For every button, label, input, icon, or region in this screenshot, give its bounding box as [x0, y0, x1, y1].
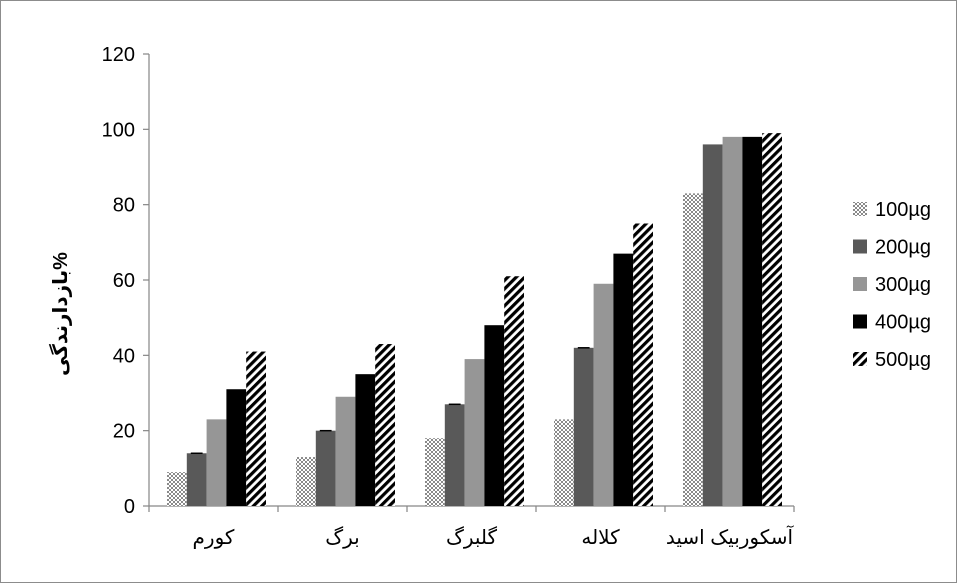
x-category-label: برگ [325, 526, 360, 549]
bar [167, 472, 187, 506]
bar [593, 283, 614, 506]
bar [683, 193, 703, 506]
x-category-label: کلاله [581, 527, 620, 549]
x-category-label: کورم [193, 527, 235, 549]
bar [315, 430, 336, 506]
bar [464, 359, 485, 506]
bar [702, 144, 723, 506]
x-axis-categories: کورم برگ گلبرگ کلاله آسکوربیک اسید [148, 506, 795, 549]
x-category-label: آسکوربیک اسید [666, 524, 795, 549]
bar [375, 344, 395, 506]
y-tick-label: 100 [102, 119, 135, 141]
legend-swatch [853, 202, 867, 216]
bar [246, 351, 266, 506]
legend-swatch [853, 352, 867, 366]
bar [296, 457, 316, 506]
legend-label: 400µg [875, 312, 931, 334]
bar [504, 276, 524, 506]
y-axis-label: %بازدارندگی [48, 252, 72, 376]
legend-label: 500µg [875, 349, 931, 371]
bar [573, 347, 594, 506]
bar [335, 396, 356, 506]
bar [444, 404, 465, 506]
bar [722, 136, 743, 506]
bar [186, 453, 207, 506]
bar [226, 389, 247, 506]
legend-label: 300µg [875, 274, 931, 296]
bars [167, 133, 782, 506]
legend-label: 200µg [875, 237, 931, 259]
bar [633, 223, 653, 506]
legend-swatch [853, 314, 867, 329]
bar [554, 419, 574, 506]
y-axis-ticks: 0 20 40 60 80 100 120 [102, 44, 149, 518]
y-tick-label: 60 [113, 270, 135, 292]
y-tick-label: 20 [113, 421, 135, 443]
bar [613, 253, 634, 506]
bar [425, 438, 445, 506]
x-category-label: گلبرگ [446, 526, 498, 549]
bar [206, 419, 227, 506]
y-tick-label: 120 [102, 44, 135, 66]
legend: 100µg 200µg 300µg 400µg 500µg [853, 199, 931, 371]
legend-label: 100µg [875, 199, 931, 221]
legend-swatch [853, 239, 867, 254]
legend-swatch [853, 277, 867, 291]
y-tick-label: 0 [124, 496, 135, 518]
bar [762, 133, 782, 506]
y-tick-label: 40 [113, 345, 135, 367]
y-tick-label: 80 [113, 195, 135, 217]
bar [742, 136, 763, 506]
bar [355, 374, 376, 506]
bar [484, 325, 505, 506]
